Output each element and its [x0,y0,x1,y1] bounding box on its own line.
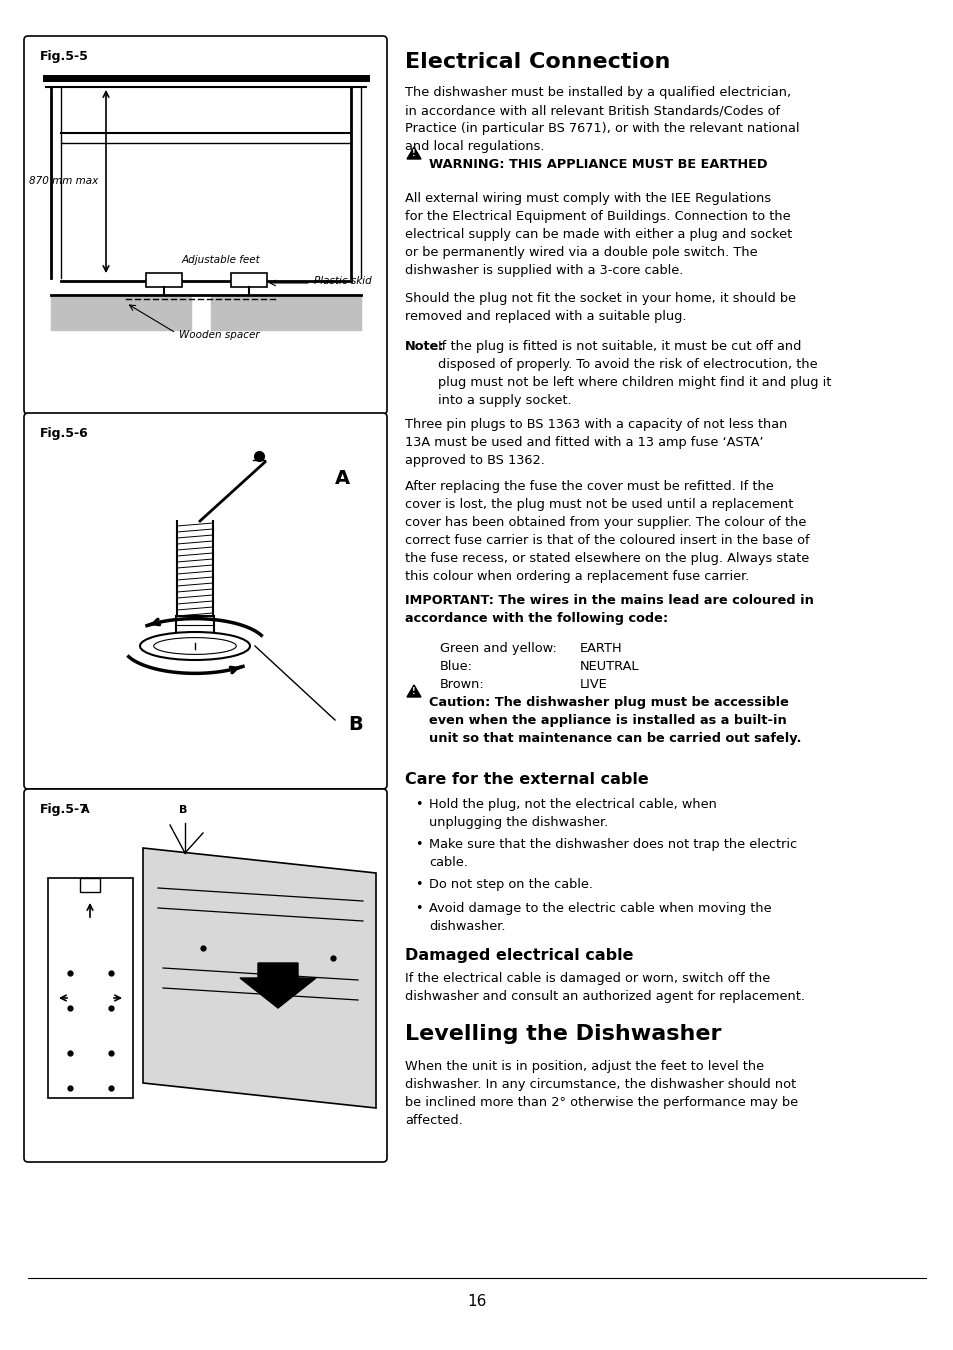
Polygon shape [240,963,315,1008]
Text: Levelling the Dishwasher: Levelling the Dishwasher [405,1025,720,1044]
Text: If the plug is fitted is not suitable, it must be cut off and
disposed of proper: If the plug is fitted is not suitable, i… [437,340,830,406]
Text: Three pin plugs to BS 1363 with a capacity of not less than
13A must be used and: Three pin plugs to BS 1363 with a capaci… [405,418,786,467]
Text: If the electrical cable is damaged or worn, switch off the
dishwasher and consul: If the electrical cable is damaged or wo… [405,972,804,1003]
Text: When the unit is in position, adjust the feet to level the
dishwasher. In any ci: When the unit is in position, adjust the… [405,1060,798,1127]
Text: A: A [335,468,350,487]
Text: Fig.5-5: Fig.5-5 [40,50,89,63]
Text: IMPORTANT: The wires in the mains lead are coloured in
accordance with the follo: IMPORTANT: The wires in the mains lead a… [405,594,813,625]
Text: B: B [178,805,187,815]
Text: WARNING: THIS APPLIANCE MUST BE EARTHED: WARNING: THIS APPLIANCE MUST BE EARTHED [429,158,767,171]
Text: Fig.5-6: Fig.5-6 [40,427,89,440]
Text: Note:: Note: [405,340,444,352]
Text: Electrical Connection: Electrical Connection [405,53,670,72]
Text: Adjustable feet: Adjustable feet [181,255,260,265]
Text: 870 mm max: 870 mm max [29,177,98,186]
Text: Green and yellow:: Green and yellow: [439,643,557,655]
Bar [175,616,213,634]
Text: Brown:: Brown: [439,678,484,691]
Text: Plastic skid: Plastic skid [314,275,372,286]
Text: Fig.5-7: Fig.5-7 [40,803,89,815]
Text: Make sure that the dishwasher does not trap the electric
cable.: Make sure that the dishwasher does not t… [429,838,797,869]
Text: Avoid damage to the electric cable when moving the
dishwasher.: Avoid damage to the electric cable when … [429,902,771,933]
Text: All external wiring must comply with the IEE Regulations
for the Electrical Equi: All external wiring must comply with the… [405,192,791,277]
Text: NEUTRAL: NEUTRAL [579,660,639,674]
Text: Hold the plug, not the electrical cable, when
unplugging the dishwasher.: Hold the plug, not the electrical cable,… [429,798,716,829]
Bar [231,273,267,288]
Ellipse shape [140,632,250,660]
Text: •: • [415,798,422,811]
Text: Blue:: Blue: [439,660,473,674]
Text: EARTH: EARTH [579,643,622,655]
Text: A: A [81,805,90,815]
Text: Do not step on the cable.: Do not step on the cable. [429,878,593,891]
Text: Caution: The dishwasher plug must be accessible
even when the appliance is insta: Caution: The dishwasher plug must be acc… [429,697,801,745]
Text: B: B [348,716,362,734]
Text: Damaged electrical cable: Damaged electrical cable [405,948,633,963]
Text: After replacing the fuse the cover must be refitted. If the
cover is lost, the p: After replacing the fuse the cover must … [405,481,809,583]
Text: Should the plug not fit the socket in your home, it should be
removed and replac: Should the plug not fit the socket in yo… [405,292,795,323]
Bar [80,878,100,892]
FancyBboxPatch shape [24,36,387,414]
Bar [48,878,132,1098]
Text: 16: 16 [467,1295,486,1309]
Text: Wooden spacer: Wooden spacer [179,329,259,340]
Text: Care for the external cable: Care for the external cable [405,772,648,787]
Text: !: ! [412,687,416,697]
FancyBboxPatch shape [24,788,387,1162]
Text: The dishwasher must be installed by a qualified electrician,
in accordance with : The dishwasher must be installed by a qu… [405,86,799,153]
Text: •: • [415,902,422,915]
Bar [146,273,182,288]
Polygon shape [407,684,420,697]
FancyBboxPatch shape [24,413,387,788]
Polygon shape [143,848,375,1108]
Polygon shape [407,147,420,159]
Text: •: • [415,838,422,850]
Text: !: ! [412,150,416,158]
Text: LIVE: LIVE [579,678,607,691]
Text: •: • [415,878,422,891]
